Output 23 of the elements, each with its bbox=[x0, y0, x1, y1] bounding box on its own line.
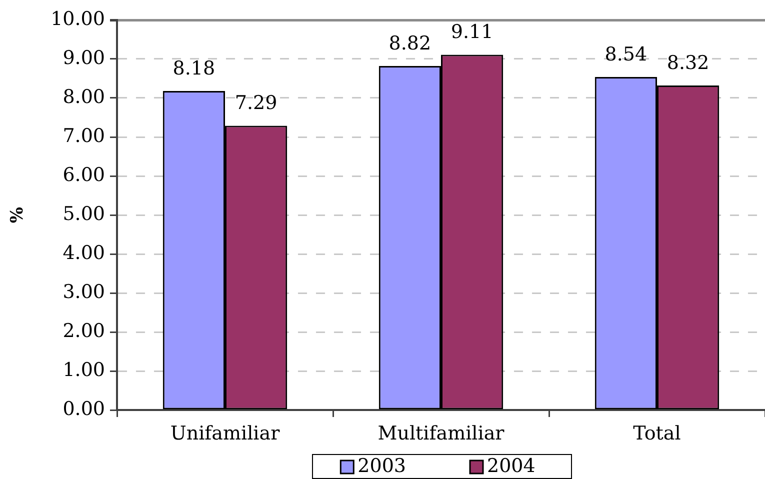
y-axis-title: % bbox=[8, 206, 28, 224]
y-tick-label: 10.00 bbox=[50, 8, 105, 30]
y-tick-label: 9.00 bbox=[62, 46, 105, 69]
y-tick-label: 4.00 bbox=[62, 242, 105, 264]
data-label: 8.54 bbox=[604, 43, 648, 66]
data-label: 7.29 bbox=[234, 92, 278, 114]
x-tick-label: Total bbox=[633, 422, 681, 444]
y-tick-label: 0.00 bbox=[62, 398, 105, 420]
legend-label: 2003 bbox=[358, 454, 406, 477]
y-tick-label: 1.00 bbox=[62, 358, 105, 381]
data-label: 9.11 bbox=[450, 21, 494, 44]
y-tick-label: 2.00 bbox=[62, 320, 105, 342]
legend-label: 2004 bbox=[487, 454, 536, 477]
data-label: 8.32 bbox=[666, 52, 710, 74]
y-tick-label: 8.00 bbox=[62, 86, 105, 108]
data-label: 8.18 bbox=[172, 57, 216, 80]
x-tick-label: Multifamiliar bbox=[378, 422, 506, 444]
y-tick-label: 7.00 bbox=[62, 124, 105, 147]
y-tick-label: 6.00 bbox=[62, 164, 105, 186]
data-label: 8.82 bbox=[388, 32, 432, 54]
y-tick-label: 3.00 bbox=[62, 280, 105, 303]
x-tick-label: Unifamiliar bbox=[170, 422, 281, 444]
y-tick-label: 5.00 bbox=[62, 202, 105, 225]
